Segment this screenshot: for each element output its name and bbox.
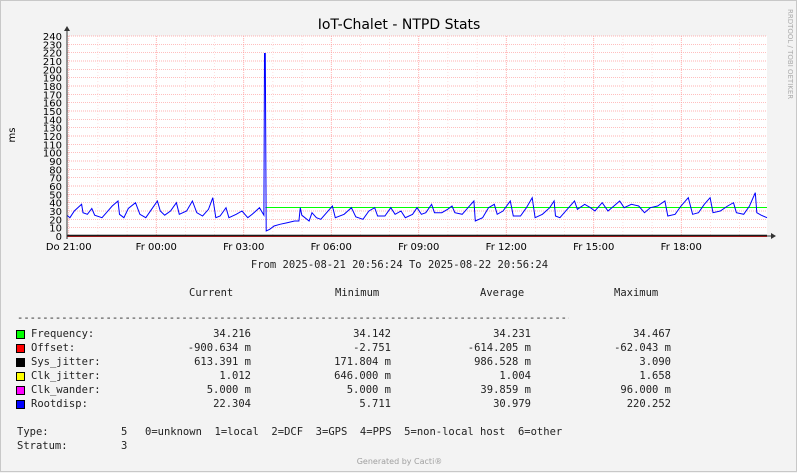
y-tick-label: 140 xyxy=(43,115,62,126)
y-tick-label: 210 xyxy=(43,57,62,68)
y-tick-label: 120 xyxy=(43,132,62,143)
y-tick-label: 230 xyxy=(43,40,62,51)
y-tick-label: 170 xyxy=(43,90,62,101)
legend-swatch xyxy=(16,372,25,381)
col-minimum: Minimum xyxy=(335,287,380,299)
y-axis-label: ms xyxy=(7,128,18,143)
rrdtool-credit: RRDTOOL / TOBI OETIKER xyxy=(786,9,794,99)
legend-average: 39.859 m xyxy=(480,384,531,396)
legend-maximum: 34.467 xyxy=(633,328,671,340)
legend-current: 22.304 xyxy=(213,398,251,410)
footer-credit: Generated by Cacti® xyxy=(356,457,443,466)
y-tick-labels: 0102030405060708090100110120130140150160… xyxy=(43,32,62,243)
legend-swatch xyxy=(16,344,25,353)
legend-swatch xyxy=(16,400,25,409)
legend-average: 30.979 xyxy=(493,398,531,410)
stratum-label: Stratum: xyxy=(17,440,68,452)
legend-name: Rootdisp: xyxy=(31,398,88,410)
y-tick-label: 240 xyxy=(43,32,62,43)
x-tick-label: Fr 18:00 xyxy=(661,242,702,253)
y-tick-label: 40 xyxy=(49,199,62,210)
col-current: Current xyxy=(189,287,234,299)
y-tick-label: 190 xyxy=(43,74,62,85)
y-tick-label: 130 xyxy=(43,124,62,135)
y-tick-label: 160 xyxy=(43,99,62,110)
legend-swatch xyxy=(16,386,25,395)
legend-name: Clk_jitter: xyxy=(31,370,101,382)
legend-average: 986.528 m xyxy=(474,356,531,368)
type-value: 5 xyxy=(121,426,128,438)
chart-title: IoT-Chalet - NTPD Stats xyxy=(318,17,481,33)
legend-minimum: 34.142 xyxy=(353,328,391,340)
x-tick-label: Fr 03:00 xyxy=(223,242,264,253)
legend-name: Offset: xyxy=(31,342,76,354)
x-tick-label: Fr 15:00 xyxy=(573,242,614,253)
y-tick-label: 0 xyxy=(56,232,62,243)
series-rootdisp xyxy=(66,53,768,232)
stratum-value: 3 xyxy=(121,440,128,452)
legend-name: Frequency: xyxy=(31,328,95,340)
y-tick-label: 150 xyxy=(43,107,62,118)
legend-swatch xyxy=(16,358,25,367)
x-tick-labels: Do 21:00 Fr 00:00 Fr 03:00 Fr 06:00 Fr 09:00… xyxy=(46,242,702,253)
legend-current: 34.216 xyxy=(213,328,251,340)
axes xyxy=(64,26,776,239)
legend-minimum: 171.804 m xyxy=(334,356,391,368)
legend-current: 613.391 m xyxy=(194,356,251,368)
x-axis-arrow xyxy=(771,233,776,239)
y-tick-label: 80 xyxy=(49,165,62,176)
y-tick-label: 70 xyxy=(49,174,62,185)
x-tick-label: Do 21:00 xyxy=(46,242,92,253)
legend-maximum: -62.043 m xyxy=(614,342,671,354)
legend-maximum: 220.252 xyxy=(626,398,671,410)
x-tick-label: Fr 00:00 xyxy=(136,242,177,253)
y-tick-label: 180 xyxy=(43,82,62,93)
type-desc: 0=unknown 1=local 2=DCF 3=GPS 4=PPS 5=no… xyxy=(145,426,563,438)
x-tick-label: Fr 09:00 xyxy=(398,242,439,253)
y-tick-label: 200 xyxy=(43,65,62,76)
legend-minimum: -2.751 xyxy=(353,342,391,354)
legend-average: -614.205 m xyxy=(467,342,531,354)
legend-maximum: 3.090 xyxy=(639,356,671,368)
legend-maximum: 1.658 xyxy=(639,370,671,382)
legend-current: 1.012 xyxy=(219,370,251,382)
y-tick-label: 110 xyxy=(43,140,62,151)
y-tick-label: 50 xyxy=(49,190,62,201)
time-range: From 2025-08-21 20:56:24 To 2025-08-22 2… xyxy=(250,259,549,271)
legend-name: Clk_wander: xyxy=(31,384,101,396)
legend-current: 5.000 m xyxy=(206,384,251,396)
y-tick-label: 60 xyxy=(49,182,62,193)
type-label: Type: xyxy=(17,426,49,438)
col-average: Average xyxy=(480,287,525,299)
y-axis-arrow xyxy=(64,26,70,31)
legend-minimum: 5.000 m xyxy=(346,384,391,396)
y-tick-label: 100 xyxy=(43,149,62,160)
legend-minimum: 5.711 xyxy=(359,398,391,410)
legend-average: 1.004 xyxy=(499,370,531,382)
legend-swatch xyxy=(16,330,25,339)
legend-divider: ----------------------------------------… xyxy=(17,312,569,324)
y-tick-label: 30 xyxy=(49,207,62,218)
y-tick-label: 220 xyxy=(43,49,62,60)
legend-minimum: 646.000 m xyxy=(334,370,391,382)
legend-maximum: 96.000 m xyxy=(620,384,671,396)
x-tick-label: Fr 12:00 xyxy=(486,242,527,253)
x-tick-label: Fr 06:00 xyxy=(311,242,352,253)
y-tick-label: 90 xyxy=(49,157,62,168)
legend-name: Sys_jitter: xyxy=(31,356,101,368)
legend-current: -900.634 m xyxy=(187,342,251,354)
col-maximum: Maximum xyxy=(614,287,659,299)
legend-average: 34.231 xyxy=(493,328,531,340)
y-tick-label: 10 xyxy=(49,224,62,235)
y-tick-label: 20 xyxy=(49,215,62,226)
